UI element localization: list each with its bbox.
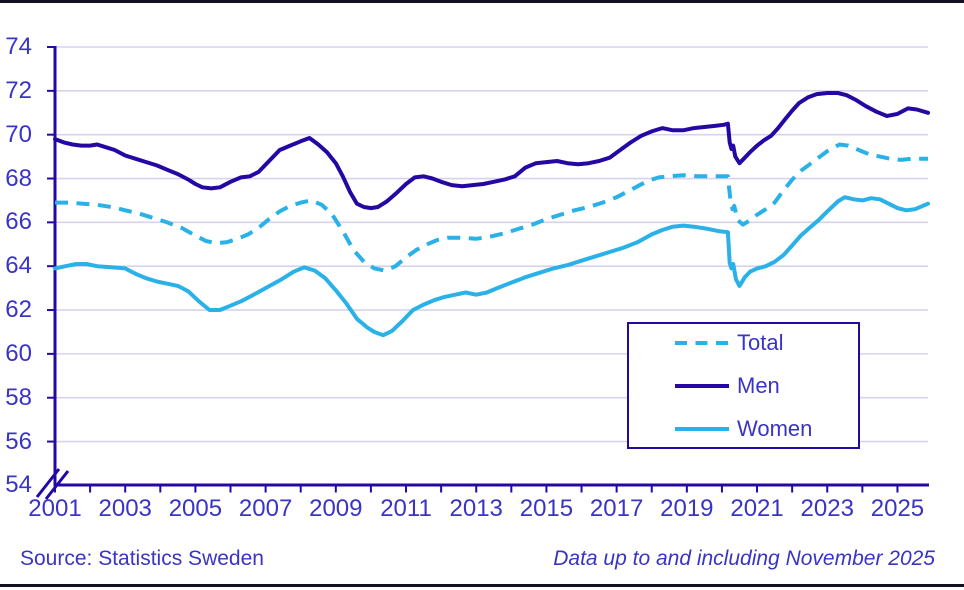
- top-border-rule: [0, 0, 964, 3]
- men-line-swatch-icon: [675, 384, 729, 388]
- x-axis-label: 2005: [168, 495, 223, 522]
- x-axis-label: 2001: [28, 495, 82, 522]
- x-axis-label: 2019: [660, 495, 714, 522]
- plot-area: [35, 46, 930, 500]
- y-axis-label: 56: [5, 427, 32, 455]
- total-line-swatch-icon: [675, 341, 729, 345]
- source-text: Source: Statistics Sweden: [20, 547, 264, 570]
- y-axis-label: 58: [5, 383, 32, 411]
- legend-label: Total: [737, 330, 784, 355]
- y-axis-label: 62: [5, 296, 32, 324]
- x-axis-label: 2013: [449, 495, 503, 522]
- bottom-border-rule: [0, 584, 964, 587]
- legend-label: Women: [737, 416, 813, 441]
- legend-item-men: Men: [675, 371, 780, 401]
- legend-item-women: Women: [675, 414, 812, 444]
- legend-label: Men: [737, 373, 780, 398]
- x-axis-label: 2009: [309, 495, 363, 522]
- x-axis-label: 2011: [380, 495, 432, 522]
- series-men: [53, 91, 930, 211]
- y-axis-label: 54: [5, 471, 32, 499]
- data-note-text: Data up to and including November 2025: [553, 547, 935, 570]
- x-axis-label: 2025: [870, 495, 925, 522]
- y-axis-label: 72: [5, 76, 32, 104]
- x-axis-label: 2015: [519, 495, 574, 522]
- x-axis-label: 2003: [98, 495, 152, 522]
- series-total: [55, 142, 928, 273]
- y-axis-label: 66: [5, 208, 32, 236]
- x-axis-label: 2023: [800, 495, 854, 522]
- y-axis-label: 70: [5, 120, 32, 148]
- x-axis-label: 2021: [730, 495, 784, 522]
- legend-item-total: Total: [675, 328, 783, 358]
- y-axis-break-icon: [35, 468, 70, 500]
- y-axis-label: 68: [5, 164, 32, 192]
- x-axis-label: 2007: [238, 495, 293, 522]
- legend: Total Men Women: [627, 322, 860, 449]
- series-women: [53, 195, 930, 338]
- y-axis-label: 64: [5, 252, 32, 280]
- y-axis-label: 60: [5, 339, 32, 367]
- women-line-swatch-icon: [675, 427, 729, 431]
- y-axis-label: 74: [5, 33, 32, 60]
- x-axis-label: 2017: [589, 495, 644, 522]
